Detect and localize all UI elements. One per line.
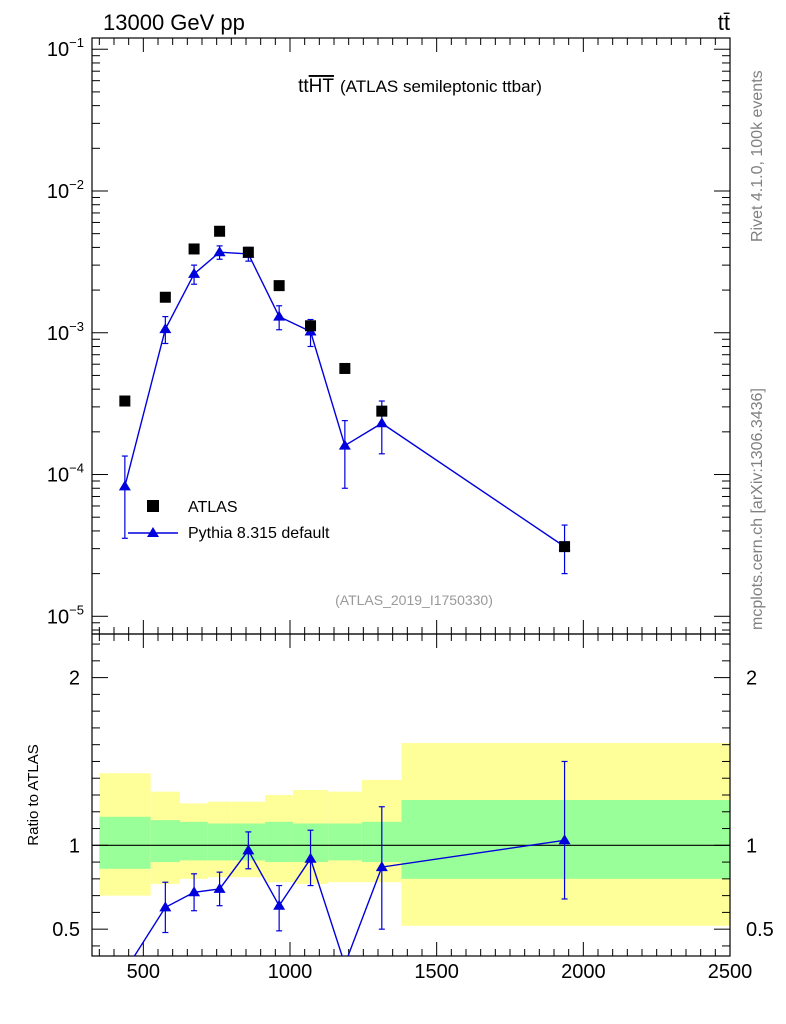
data-point bbox=[119, 395, 131, 407]
tick-exponent: −1 bbox=[69, 35, 84, 50]
main-y-tick-labels: 10−510−410−310−210−1 bbox=[47, 35, 84, 628]
data-point bbox=[242, 246, 254, 258]
ratio-y-tick-label-right: 2 bbox=[746, 668, 757, 690]
main-mc-series bbox=[118, 245, 571, 575]
tick-base: 10 bbox=[47, 465, 69, 487]
main-y-tick-label: 10−5 bbox=[47, 602, 84, 628]
ratio-mc-point bbox=[339, 958, 351, 968]
data-point bbox=[559, 541, 571, 553]
ratio-y-axis-label: Ratio to ATLAS bbox=[25, 744, 42, 845]
mc-point bbox=[159, 323, 172, 334]
analysis-id-label: (ATLAS_2019_I1750330) bbox=[335, 592, 493, 608]
data-point bbox=[159, 291, 171, 303]
inner-band-bin bbox=[207, 823, 232, 861]
tick-base: 10 bbox=[47, 323, 69, 345]
tick-exponent: −2 bbox=[69, 177, 84, 192]
data-point bbox=[188, 243, 200, 255]
ratio-mc-point bbox=[375, 861, 388, 872]
title-overline: HT bbox=[309, 76, 335, 97]
ratio-mc-point bbox=[213, 882, 226, 893]
ratio-y-tick-label-left: 1 bbox=[69, 835, 80, 857]
ratio-axis-ticks bbox=[92, 634, 731, 956]
x-tick-labels: 500 1000 1500 2000 2500 bbox=[127, 961, 753, 983]
mc-point bbox=[375, 417, 388, 428]
plot-title: ttHT (ATLAS semileptonic ttbar) bbox=[298, 76, 542, 97]
mc-point bbox=[188, 267, 201, 278]
ratio-y-tick-label-left: 2 bbox=[69, 668, 80, 690]
tick-base: 10 bbox=[47, 606, 69, 628]
ratio-y-tick-label-right: 1 bbox=[746, 835, 757, 857]
ratio-y-tick-labels: 0.5 0.5 1 1 2 2 bbox=[52, 668, 774, 942]
title-main: tt bbox=[298, 76, 309, 97]
tick-exponent: −4 bbox=[69, 461, 84, 476]
data-point bbox=[273, 280, 285, 292]
ratio-mc-point bbox=[242, 844, 255, 855]
ratio-mc-series bbox=[133, 760, 571, 968]
inner-band-bin bbox=[150, 820, 180, 863]
ratio-mc-point bbox=[273, 899, 286, 910]
legend-data-marker bbox=[147, 500, 159, 512]
title-suffix: (ATLAS semileptonic ttbar) bbox=[340, 77, 542, 96]
mc-point bbox=[338, 439, 351, 450]
x-tick-label: 1500 bbox=[414, 961, 459, 983]
process-label: tt̄ bbox=[718, 10, 730, 35]
data-point bbox=[305, 320, 317, 332]
ratio-y-tick-label-right: 0.5 bbox=[746, 919, 774, 941]
inner-band-bin bbox=[328, 823, 362, 861]
ratio-y-tick-label-left: 0.5 bbox=[52, 919, 80, 941]
legend-data-label: ATLAS bbox=[188, 499, 238, 516]
main-y-tick-label: 10−2 bbox=[47, 177, 84, 203]
ratio-mc-point bbox=[304, 852, 317, 863]
mc-point bbox=[273, 310, 286, 321]
mc-point bbox=[213, 246, 226, 257]
mc-point bbox=[118, 480, 131, 491]
tick-base: 10 bbox=[47, 39, 69, 61]
x-tick-label: 1000 bbox=[268, 961, 313, 983]
main-axis-ticks bbox=[92, 38, 731, 634]
legend: ATLAS Pythia 8.315 default bbox=[128, 499, 330, 542]
ratio-mc-point bbox=[159, 901, 172, 912]
inner-band-bin bbox=[180, 821, 208, 861]
tick-base: 10 bbox=[47, 181, 69, 203]
inner-band-bin bbox=[99, 816, 151, 869]
x-tick-label: 2000 bbox=[561, 961, 606, 983]
x-tick-label: 2500 bbox=[708, 961, 753, 983]
main-y-tick-label: 10−3 bbox=[47, 319, 84, 345]
ratio-mc-point bbox=[188, 886, 201, 897]
rivet-info-label: Rivet 4.1.0, 100k events bbox=[749, 70, 766, 242]
main-y-tick-label: 10−1 bbox=[47, 35, 84, 61]
data-point bbox=[376, 405, 388, 417]
tick-exponent: −3 bbox=[69, 319, 84, 334]
main-plot-frame bbox=[91, 37, 731, 635]
data-point bbox=[214, 225, 226, 237]
x-tick-label: 500 bbox=[127, 961, 160, 983]
tick-exponent: −5 bbox=[69, 602, 84, 617]
main-data-series bbox=[119, 225, 571, 553]
legend-mc-marker bbox=[147, 527, 159, 537]
ratio-mc-point bbox=[558, 834, 571, 845]
legend-mc-label: Pythia 8.315 default bbox=[188, 525, 330, 542]
mcplots-reference-label: mcplots.cern.ch [arXiv:1306.3436] bbox=[749, 388, 766, 630]
ratio-mc-line bbox=[133, 839, 565, 956]
mc-line bbox=[124, 251, 565, 548]
data-point bbox=[339, 362, 351, 374]
main-y-tick-label: 10−4 bbox=[47, 461, 84, 487]
energy-label: 13000 GeV pp bbox=[103, 10, 245, 35]
inner-band-bin bbox=[265, 821, 293, 863]
